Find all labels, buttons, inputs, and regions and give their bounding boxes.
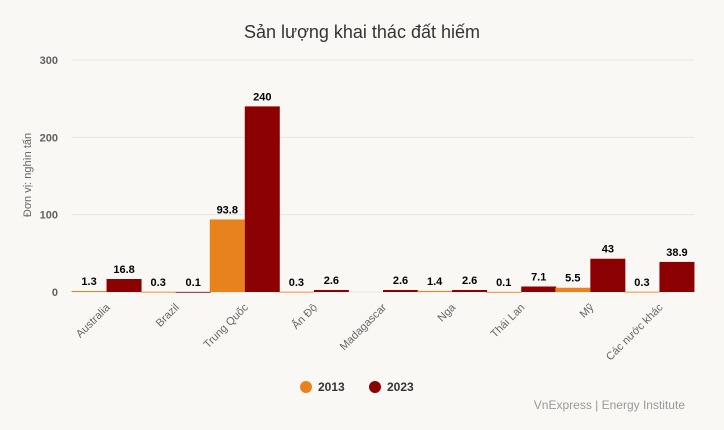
- data-label-2023: 0.1: [186, 277, 201, 289]
- x-tick-label: Australia: [74, 301, 113, 340]
- y-tick-label: 0: [52, 287, 58, 299]
- bar-2013[interactable]: [209, 219, 245, 292]
- data-label-2013: 1.4: [427, 276, 443, 288]
- bar-2013[interactable]: [555, 287, 591, 292]
- gridlines: [72, 59, 694, 293]
- data-label-2023: 16.8: [113, 264, 134, 276]
- bar-2023[interactable]: [659, 261, 695, 292]
- bar-2013[interactable]: [140, 291, 176, 293]
- y-tick-label: 200: [40, 132, 58, 144]
- y-axis-label: Đơn vị: nghìn tấn: [22, 133, 34, 217]
- x-tick-label: Brazil: [154, 302, 182, 330]
- legend-label-2023: 2023: [387, 380, 414, 394]
- data-label-2023: 2.6: [393, 275, 408, 287]
- y-axis-ticks: 0 100 200 300: [40, 55, 58, 299]
- legend-marker-2023: [369, 381, 381, 393]
- bar-2013[interactable]: [624, 291, 660, 293]
- data-labels: 1.3 16.8 0.3 0.1 93.8 240 0.3 2.6 2.6 1.4 2.6 0.1 7.…: [81, 91, 687, 289]
- data-label-2013: 0.3: [151, 277, 166, 289]
- data-label-2023: 240: [253, 91, 271, 103]
- bar-2013[interactable]: [278, 291, 314, 293]
- x-axis-ticks: Australia Brazil Trung Quốc Ấn Độ Madagascar…: [74, 301, 666, 363]
- bar-2023[interactable]: [452, 289, 488, 292]
- bar-2013[interactable]: [71, 290, 107, 292]
- bar-2023[interactable]: [521, 286, 557, 292]
- data-label-2013: 0.3: [634, 277, 649, 289]
- x-tick-label: Thái Lan: [489, 302, 528, 341]
- bar-2023[interactable]: [106, 279, 142, 292]
- bar-2023[interactable]: [383, 289, 418, 292]
- bar-2023[interactable]: [313, 289, 349, 292]
- x-tick-label: Trung Quốc: [202, 301, 252, 351]
- bar-2013[interactable]: [486, 291, 522, 293]
- x-tick-label: Mỹ: [578, 301, 597, 320]
- bars: [71, 106, 695, 293]
- y-tick-label: 100: [40, 210, 58, 222]
- data-label-2013: 93.8: [217, 204, 238, 216]
- data-label-2023: 38.9: [666, 247, 687, 259]
- x-tick-label: Ấn Độ: [289, 301, 320, 332]
- legend-label-2013: 2013: [318, 380, 345, 394]
- legend-item-2013[interactable]: 2013: [300, 380, 345, 394]
- data-label-2013: 0.1: [496, 277, 511, 289]
- legend-item-2023[interactable]: 2023: [369, 380, 414, 394]
- legend-marker-2013: [300, 381, 312, 393]
- data-label-2023: 43: [602, 244, 614, 256]
- legend: 2013 2023: [300, 380, 414, 394]
- x-tick-label: Các nước khác: [604, 301, 666, 363]
- bar-2023[interactable]: [590, 258, 626, 292]
- data-label-2023: 2.6: [462, 275, 477, 287]
- bar-2023[interactable]: [244, 106, 280, 293]
- bar-2013[interactable]: [417, 290, 453, 292]
- chart-title: Sản lượng khai thác đất hiếm: [244, 22, 480, 42]
- data-label-2013: 5.5: [565, 273, 580, 285]
- source-credit: VnExpress | Energy Institute: [534, 398, 686, 412]
- data-label-2023: 2.6: [324, 275, 339, 287]
- x-tick-label: Madagascar: [338, 301, 390, 353]
- y-tick-label: 300: [40, 55, 58, 67]
- data-label-2023: 7.1: [531, 272, 546, 284]
- data-label-2013: 1.3: [81, 276, 96, 288]
- data-label-2013: 0.3: [289, 277, 304, 289]
- bar-2023[interactable]: [175, 291, 211, 293]
- x-tick-label: Nga: [435, 301, 458, 324]
